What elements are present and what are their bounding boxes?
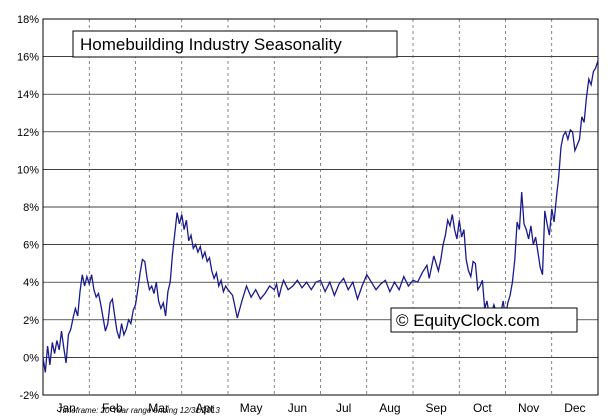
y-tick-label: 14% xyxy=(17,89,39,101)
x-tick-label-apr: Apr xyxy=(196,401,215,415)
y-tick-label: 6% xyxy=(23,240,39,252)
series-line xyxy=(42,60,599,373)
x-tick-label-oct: Oct xyxy=(473,401,492,415)
footnote: Timeframe: 20-Year range ending 12/31/20… xyxy=(58,406,220,415)
x-tick-label-may: May xyxy=(240,401,263,415)
x-axis-ticks: Jan Feb Mar Apr May Jun Jul Aug Sep Oct Nov Dec xyxy=(56,401,585,415)
y-tick-label: -2% xyxy=(19,390,39,402)
x-tick-label-jul: Jul xyxy=(336,401,351,415)
x-tick-label-feb: Feb xyxy=(102,401,123,415)
chart-title-frame xyxy=(72,30,398,58)
x-tick-label-sep: Sep xyxy=(425,401,447,415)
x-tick-label-nov: Nov xyxy=(518,401,539,415)
y-tick-label: 18% xyxy=(17,14,39,26)
y-tick-label: 8% xyxy=(23,202,39,214)
x-tick-label-jun: Jun xyxy=(288,401,307,415)
plot-frame xyxy=(42,18,599,396)
y-tick-label: 0% xyxy=(23,352,39,364)
chart-title-box: Homebuilding Industry Seasonality xyxy=(72,30,398,58)
x-tick-label-jan: Jan xyxy=(56,401,75,415)
y-tick-label: 16% xyxy=(17,52,39,64)
x-tick-label-dec: Dec xyxy=(564,401,585,415)
watermark-frame xyxy=(390,307,578,333)
x-tick-label-mar: Mar xyxy=(148,401,169,415)
y-tick-label: 4% xyxy=(23,277,39,289)
y-tick-label: 12% xyxy=(17,127,39,139)
y-tick-label: 2% xyxy=(23,315,39,327)
y-axis-ticks: -2% 0% 2% 4% 6% 8% 10% 12% 14% 16% 18% xyxy=(17,14,39,402)
x-tick-label-aug: Aug xyxy=(379,401,400,415)
watermark-text: © EquityClock.com xyxy=(396,311,540,330)
y-tick-label: 10% xyxy=(17,164,39,176)
watermark-box: © EquityClock.com xyxy=(390,307,578,333)
chart-title: Homebuilding Industry Seasonality xyxy=(80,35,342,54)
